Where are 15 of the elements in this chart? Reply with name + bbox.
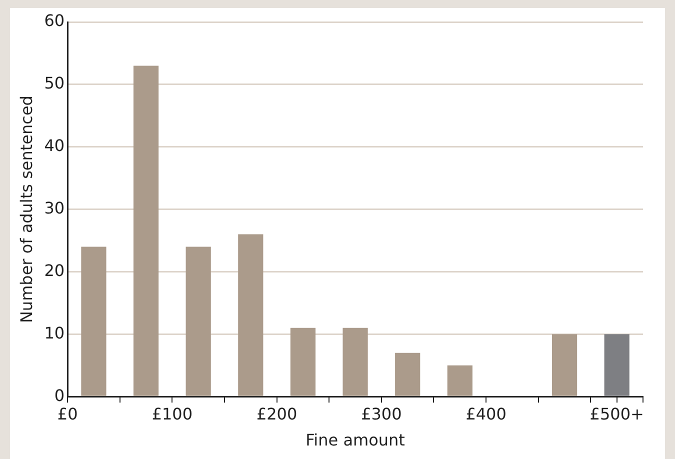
y-tick-label: 60 <box>44 11 65 30</box>
x-tick-label: £500+ <box>590 404 644 424</box>
x-tick-label: £400 <box>466 404 506 424</box>
x-axis-title: Fine amount <box>306 430 405 450</box>
y-tick-label: 50 <box>44 74 65 93</box>
y-tick-label: 20 <box>44 260 65 280</box>
x-tick-label: £300 <box>361 404 402 424</box>
y-tick-label: 10 <box>44 323 65 342</box>
y-tick-label: 40 <box>44 136 65 156</box>
y-axis-title: Number of adults sentenced <box>16 96 36 324</box>
x-tick-label: £200 <box>256 404 298 424</box>
x-tick-label: £0 <box>57 404 78 424</box>
y-tick-label: 0 <box>54 386 65 405</box>
y-tick-label: 30 <box>44 198 65 218</box>
x-tick-label: £100 <box>152 404 193 424</box>
